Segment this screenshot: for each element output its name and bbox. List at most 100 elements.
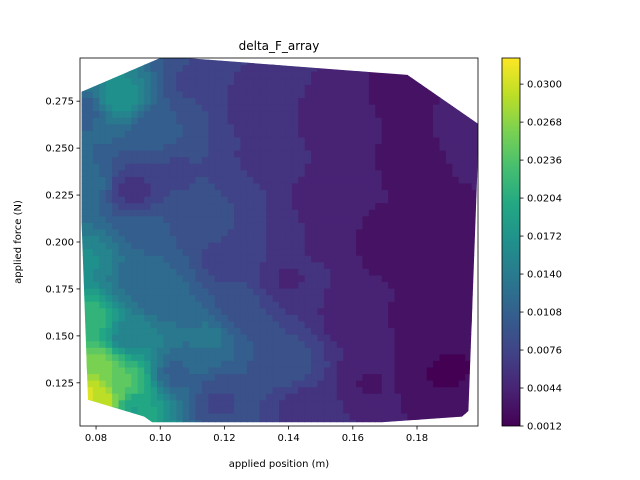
contour-cell xyxy=(195,366,203,375)
contour-cell xyxy=(234,393,242,401)
contour-cell xyxy=(426,373,434,381)
contour-cell xyxy=(124,261,132,269)
contour-cell xyxy=(439,104,447,112)
contour-cell xyxy=(381,406,389,414)
contour-cell xyxy=(394,169,402,177)
contour-cell xyxy=(291,386,299,394)
contour-cell xyxy=(394,163,402,171)
contour-cell xyxy=(234,261,242,269)
contour-cell xyxy=(445,222,453,230)
contour-cell xyxy=(458,196,466,204)
contour-cell xyxy=(201,334,209,342)
contour-cell xyxy=(426,222,434,230)
contour-cell xyxy=(458,242,466,250)
contour-cell xyxy=(240,281,248,289)
contour-cell xyxy=(298,386,306,394)
contour-cell xyxy=(323,156,331,164)
contour-cell xyxy=(452,327,460,335)
contour-cell xyxy=(420,202,428,210)
x-axis: 0.08 0.10 0.12 0.14 0.16 0.18 xyxy=(85,426,428,444)
contour-cell xyxy=(240,215,248,223)
contour-cell xyxy=(388,163,396,171)
contour-cell xyxy=(201,360,209,368)
contour-cell xyxy=(157,150,165,158)
contour-cell xyxy=(279,353,287,361)
contour-cell xyxy=(458,268,466,276)
contour-cell xyxy=(400,268,408,276)
contour-cell xyxy=(182,242,190,250)
contour-cell xyxy=(105,150,113,158)
contour-cell xyxy=(439,71,447,79)
contour-cell xyxy=(240,294,248,302)
contour-cell xyxy=(381,334,389,342)
contour-cell xyxy=(169,360,177,368)
contour-cell xyxy=(311,314,319,322)
contour-cell xyxy=(471,406,478,414)
contour-cell xyxy=(234,399,242,407)
contour-cell xyxy=(182,360,190,368)
contour-cell xyxy=(362,77,370,85)
contour-cell xyxy=(452,64,460,72)
contour-cell xyxy=(445,386,453,394)
contour-cell xyxy=(253,196,261,204)
contour-cell xyxy=(323,340,331,348)
contour-cell xyxy=(413,123,421,131)
contour-cell xyxy=(381,399,389,407)
contour-cell xyxy=(413,58,421,66)
contour-cell xyxy=(118,255,126,263)
contour-cell xyxy=(169,320,177,329)
contour-cell xyxy=(253,281,261,289)
contour-cell xyxy=(150,84,158,92)
contour-cell xyxy=(150,255,158,263)
contour-cell xyxy=(208,373,216,381)
contour-cell xyxy=(323,176,331,184)
contour-cell xyxy=(105,419,113,423)
contour-cell xyxy=(330,373,338,381)
contour-cell xyxy=(311,222,319,230)
contour-cell xyxy=(471,261,478,269)
contour-cell xyxy=(240,209,248,217)
contour-cell xyxy=(253,209,261,217)
contour-cell xyxy=(298,209,306,217)
contour-cell xyxy=(330,347,338,355)
contour-cell xyxy=(420,366,428,375)
contour-cell xyxy=(433,386,441,394)
contour-cell xyxy=(253,366,261,375)
contour-cell xyxy=(105,110,113,118)
contour-cell xyxy=(105,64,113,72)
contour-cell xyxy=(413,334,421,342)
contour-cell xyxy=(105,301,113,309)
contour-cell xyxy=(375,307,383,315)
contour-cell xyxy=(362,104,370,112)
contour-cell xyxy=(221,84,229,92)
contour-cell xyxy=(118,156,126,164)
contour-cell xyxy=(144,77,152,85)
contour-cell xyxy=(439,169,447,177)
contour-cell xyxy=(285,353,293,361)
contour-cell xyxy=(407,307,415,315)
contour-cell xyxy=(118,242,126,250)
contour-cell xyxy=(298,117,306,125)
contour-cell xyxy=(253,64,261,72)
contour-cell xyxy=(176,176,184,184)
contour-cell xyxy=(445,77,453,85)
contour-cell xyxy=(317,84,325,92)
contour-cell xyxy=(388,320,396,329)
contour-cell xyxy=(285,406,293,414)
contour-cell xyxy=(157,327,165,335)
contour-cell xyxy=(214,163,222,171)
contour-cell xyxy=(285,163,293,171)
contour-cell xyxy=(311,255,319,263)
contour-cell xyxy=(259,169,267,177)
contour-cell xyxy=(105,123,113,131)
contour-cell xyxy=(118,215,126,223)
contour-cell xyxy=(124,327,132,335)
x-axis-label: applied position (m) xyxy=(229,459,329,470)
contour-cell xyxy=(317,130,325,138)
contour-cell xyxy=(394,136,402,145)
contour-cell xyxy=(388,202,396,210)
contour-cell xyxy=(356,380,364,388)
contour-cell xyxy=(240,143,248,151)
contour-cell xyxy=(112,215,120,223)
contour-cell xyxy=(189,196,197,204)
